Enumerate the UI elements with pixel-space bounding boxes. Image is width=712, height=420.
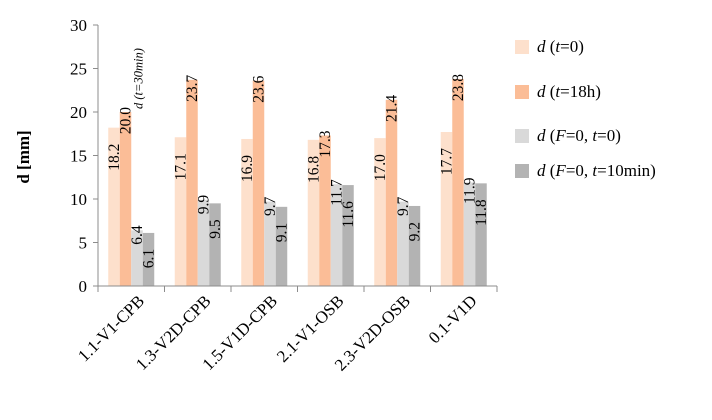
bar	[452, 78, 464, 286]
y-tick-label: 30	[70, 16, 87, 35]
bar	[209, 203, 221, 286]
bar	[131, 230, 143, 286]
bar	[108, 127, 120, 286]
legend-label: d (t=18h)	[537, 82, 601, 101]
y-tick-label: 25	[70, 60, 87, 79]
legend-item: d (t=18h)	[515, 80, 601, 104]
value-labels: 18.2 20.0 6.4 6.1 17.1 23.7 9.9 9.5 16.9 23.6 9.7 9…	[106, 74, 490, 269]
data-label: 9.9	[196, 195, 213, 215]
data-label: 23.7	[184, 75, 201, 102]
y-axis-ticks: 0 5 10 15 20 25 30	[70, 16, 87, 296]
data-label: 21.4	[384, 95, 401, 122]
data-label: 11.6	[340, 201, 357, 228]
bar	[342, 185, 354, 286]
data-label: 9.7	[395, 196, 412, 216]
x-tick-label: 0.1-V1D	[425, 291, 481, 347]
bar	[463, 182, 476, 286]
data-label: 17.7	[439, 148, 456, 175]
y-tick-label: 15	[70, 147, 87, 166]
bar	[186, 79, 198, 286]
bar	[319, 135, 331, 286]
data-label: 20.0	[118, 107, 135, 134]
bar	[397, 201, 409, 286]
data-label: 23.6	[251, 75, 268, 102]
bar	[275, 206, 288, 286]
legend-swatch	[515, 40, 529, 54]
bar	[241, 138, 253, 286]
data-label: 11.9	[462, 177, 479, 204]
bar	[264, 201, 276, 286]
legend-label: d (F=0, t=10min)	[537, 161, 656, 180]
annotation-note: d (t=30min)	[132, 48, 146, 109]
y-tick-label: 5	[79, 234, 88, 253]
bar	[440, 132, 453, 286]
legend-label: d (t=0)	[537, 37, 584, 56]
legend-item: d (t=0)	[515, 35, 584, 59]
data-label: 9.1	[274, 223, 291, 242]
legend-swatch	[515, 164, 529, 178]
data-label: 17.0	[372, 154, 389, 181]
data-label: 6.1	[141, 249, 158, 268]
data-label: 18.2	[106, 144, 123, 171]
y-axis-label: d [mm]	[14, 130, 33, 183]
data-label: 17.1	[173, 153, 190, 180]
bar	[252, 80, 265, 287]
data-label: 17.3	[317, 130, 334, 157]
data-label: 23.8	[450, 74, 467, 101]
data-label: 9.7	[262, 196, 279, 216]
bar	[119, 112, 132, 286]
bar	[385, 99, 398, 286]
data-label: 9.5	[207, 219, 224, 239]
data-label: 11.8	[473, 199, 490, 226]
legend-label: d (F=0, t=0)	[537, 126, 621, 145]
x-axis-ticks: 1.1-V1-CPB1.3-V2D-CPB1.5-V1D-CPB2.1-V1-O…	[74, 291, 480, 374]
bar	[330, 184, 343, 286]
bar	[408, 205, 421, 286]
bar	[307, 139, 320, 286]
bar	[475, 183, 487, 286]
axes	[93, 24, 498, 292]
data-label: 11.7	[329, 179, 346, 206]
bar	[374, 138, 386, 286]
data-label: 6.4	[129, 225, 146, 245]
legend-swatch	[515, 129, 529, 143]
legend-swatch	[515, 85, 529, 99]
legend-item: d (F=0, t=0)	[515, 124, 621, 148]
bar	[174, 137, 187, 286]
bars	[108, 78, 487, 287]
data-label: 9.2	[407, 222, 424, 241]
bar	[197, 199, 210, 286]
y-tick-label: 10	[70, 190, 87, 209]
y-tick-label: 20	[70, 103, 87, 122]
bar	[142, 232, 155, 286]
data-label: 16.9	[239, 155, 256, 182]
data-label: 16.8	[306, 156, 323, 183]
y-tick-label: 0	[79, 277, 88, 296]
legend-item: d (F=0, t=10min)	[515, 159, 656, 183]
